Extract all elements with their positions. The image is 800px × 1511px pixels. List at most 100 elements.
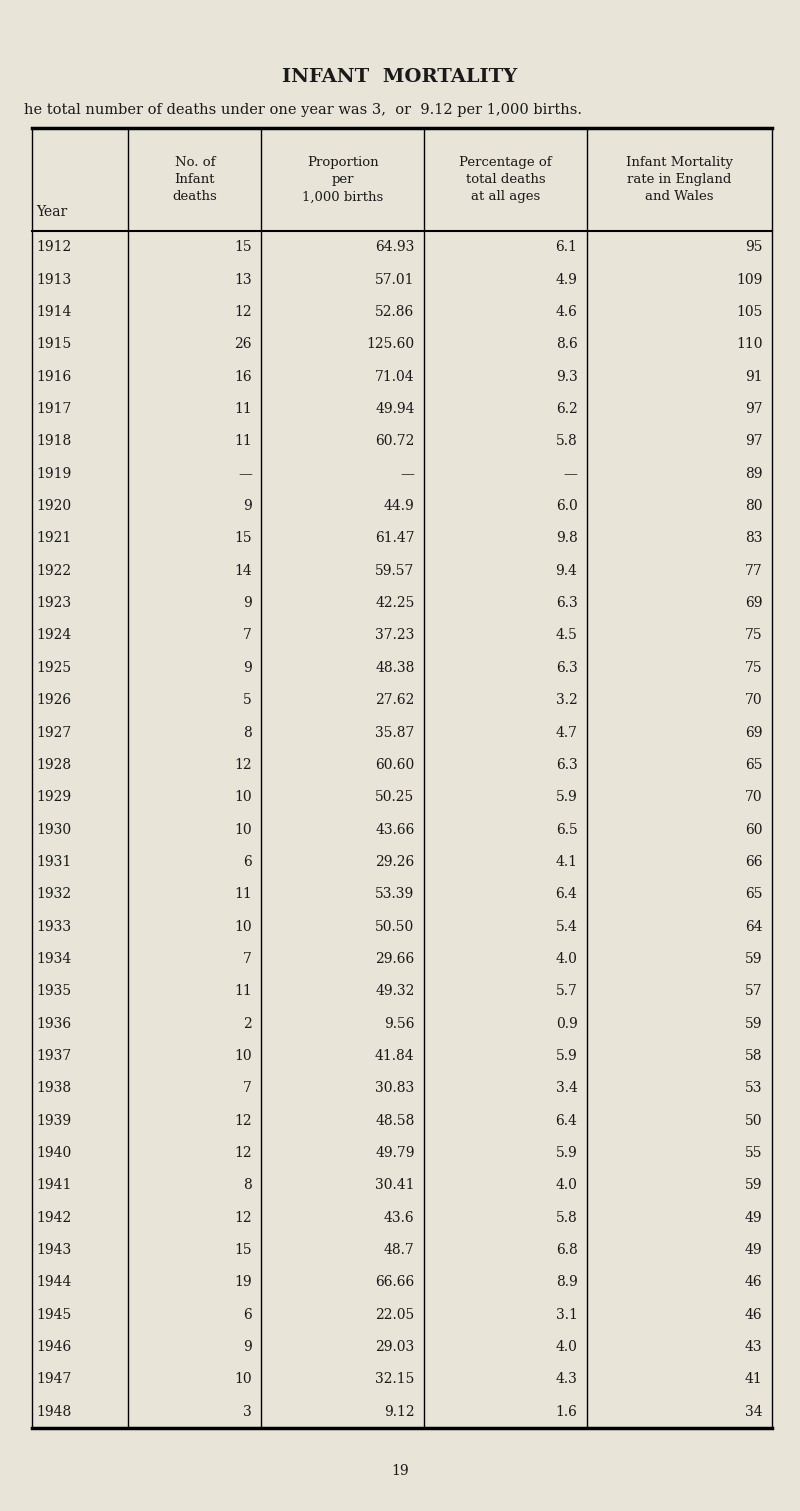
Text: 30.83: 30.83 xyxy=(375,1082,414,1095)
Text: No. of
Infant
deaths: No. of Infant deaths xyxy=(173,156,217,204)
Text: 1920: 1920 xyxy=(36,499,71,514)
Text: 5.9: 5.9 xyxy=(556,1049,578,1062)
Text: 1931: 1931 xyxy=(36,855,71,869)
Text: 61.47: 61.47 xyxy=(375,532,414,545)
Text: 71.04: 71.04 xyxy=(375,370,414,384)
Text: 7: 7 xyxy=(243,1082,252,1095)
Text: 1917: 1917 xyxy=(36,402,71,416)
Text: Percentage of
total deaths
at all ages: Percentage of total deaths at all ages xyxy=(459,156,552,204)
Text: 64: 64 xyxy=(745,920,762,934)
Text: 65: 65 xyxy=(745,759,762,772)
Text: 13: 13 xyxy=(234,272,252,287)
Text: 44.9: 44.9 xyxy=(384,499,414,514)
Text: 48.7: 48.7 xyxy=(384,1244,414,1257)
Text: 1939: 1939 xyxy=(36,1114,71,1127)
Text: 11: 11 xyxy=(234,402,252,416)
Text: 1945: 1945 xyxy=(36,1307,71,1322)
Text: 48.38: 48.38 xyxy=(375,660,414,675)
Text: 6.3: 6.3 xyxy=(556,597,578,610)
Text: 1947: 1947 xyxy=(36,1372,71,1387)
Text: 9.8: 9.8 xyxy=(556,532,578,545)
Text: 49.32: 49.32 xyxy=(375,984,414,999)
Text: —: — xyxy=(238,467,252,480)
Text: 49: 49 xyxy=(745,1244,762,1257)
Text: 6.3: 6.3 xyxy=(556,759,578,772)
Text: 4.0: 4.0 xyxy=(555,1340,578,1354)
Text: 29.03: 29.03 xyxy=(375,1340,414,1354)
Text: Infant Mortality
rate in England
and Wales: Infant Mortality rate in England and Wal… xyxy=(626,156,733,204)
Text: 6.5: 6.5 xyxy=(556,822,578,837)
Text: 8: 8 xyxy=(243,725,252,739)
Text: 59: 59 xyxy=(745,952,762,966)
Text: 49.79: 49.79 xyxy=(375,1145,414,1160)
Text: 8.6: 8.6 xyxy=(556,337,578,352)
Text: 1943: 1943 xyxy=(36,1244,71,1257)
Text: 66.66: 66.66 xyxy=(375,1275,414,1289)
Text: 1924: 1924 xyxy=(36,629,71,642)
Text: 60: 60 xyxy=(745,822,762,837)
Text: 65: 65 xyxy=(745,887,762,901)
Text: 3: 3 xyxy=(243,1405,252,1419)
Text: 9.56: 9.56 xyxy=(384,1017,414,1031)
Text: 5.4: 5.4 xyxy=(555,920,578,934)
Text: 16: 16 xyxy=(234,370,252,384)
Text: 12: 12 xyxy=(234,759,252,772)
Text: 4.0: 4.0 xyxy=(555,1179,578,1192)
Text: 1923: 1923 xyxy=(36,597,71,610)
Text: 77: 77 xyxy=(745,564,762,577)
Text: 1928: 1928 xyxy=(36,759,71,772)
Text: 4.0: 4.0 xyxy=(555,952,578,966)
Text: 11: 11 xyxy=(234,435,252,449)
Text: 41.84: 41.84 xyxy=(375,1049,414,1062)
Text: 46: 46 xyxy=(745,1275,762,1289)
Text: 7: 7 xyxy=(243,629,252,642)
Text: 58: 58 xyxy=(745,1049,762,1062)
Text: 37.23: 37.23 xyxy=(375,629,414,642)
Text: 22.05: 22.05 xyxy=(375,1307,414,1322)
Text: 10: 10 xyxy=(234,790,252,804)
Text: 50.25: 50.25 xyxy=(375,790,414,804)
Text: 5.9: 5.9 xyxy=(556,1145,578,1160)
Text: 4.9: 4.9 xyxy=(555,272,578,287)
Text: 8: 8 xyxy=(243,1179,252,1192)
Text: 57.01: 57.01 xyxy=(375,272,414,287)
Text: 1914: 1914 xyxy=(36,305,71,319)
Text: 1922: 1922 xyxy=(36,564,71,577)
Text: 1913: 1913 xyxy=(36,272,71,287)
Text: 97: 97 xyxy=(745,435,762,449)
Text: 95: 95 xyxy=(745,240,762,254)
Text: Year: Year xyxy=(36,205,67,219)
Text: 12: 12 xyxy=(234,305,252,319)
Text: 6.2: 6.2 xyxy=(556,402,578,416)
Text: 110: 110 xyxy=(736,337,762,352)
Text: 26: 26 xyxy=(234,337,252,352)
Text: 9.4: 9.4 xyxy=(555,564,578,577)
Text: 5.7: 5.7 xyxy=(555,984,578,999)
Text: 70: 70 xyxy=(745,694,762,707)
Text: 8.9: 8.9 xyxy=(556,1275,578,1289)
Text: 6: 6 xyxy=(243,1307,252,1322)
Text: 15: 15 xyxy=(234,532,252,545)
Text: 1.6: 1.6 xyxy=(555,1405,578,1419)
Text: 9.12: 9.12 xyxy=(384,1405,414,1419)
Text: INFANT  MORTALITY: INFANT MORTALITY xyxy=(282,68,518,86)
Text: 80: 80 xyxy=(745,499,762,514)
Text: 32.15: 32.15 xyxy=(375,1372,414,1387)
Text: 10: 10 xyxy=(234,920,252,934)
Text: 29.26: 29.26 xyxy=(375,855,414,869)
Text: 52.86: 52.86 xyxy=(375,305,414,319)
Text: 1916: 1916 xyxy=(36,370,71,384)
Text: 4.7: 4.7 xyxy=(555,725,578,739)
Text: he total number of deaths under one year was 3,  or  9.12 per 1,000 births.: he total number of deaths under one year… xyxy=(24,103,582,116)
Text: 3.1: 3.1 xyxy=(555,1307,578,1322)
Text: 1935: 1935 xyxy=(36,984,71,999)
Text: 43.6: 43.6 xyxy=(384,1210,414,1224)
Text: 1944: 1944 xyxy=(36,1275,71,1289)
Text: 6.1: 6.1 xyxy=(555,240,578,254)
Text: 1918: 1918 xyxy=(36,435,71,449)
Text: 9: 9 xyxy=(243,597,252,610)
Text: 15: 15 xyxy=(234,240,252,254)
Text: 9: 9 xyxy=(243,499,252,514)
Text: 10: 10 xyxy=(234,1372,252,1387)
Text: 1912: 1912 xyxy=(36,240,71,254)
